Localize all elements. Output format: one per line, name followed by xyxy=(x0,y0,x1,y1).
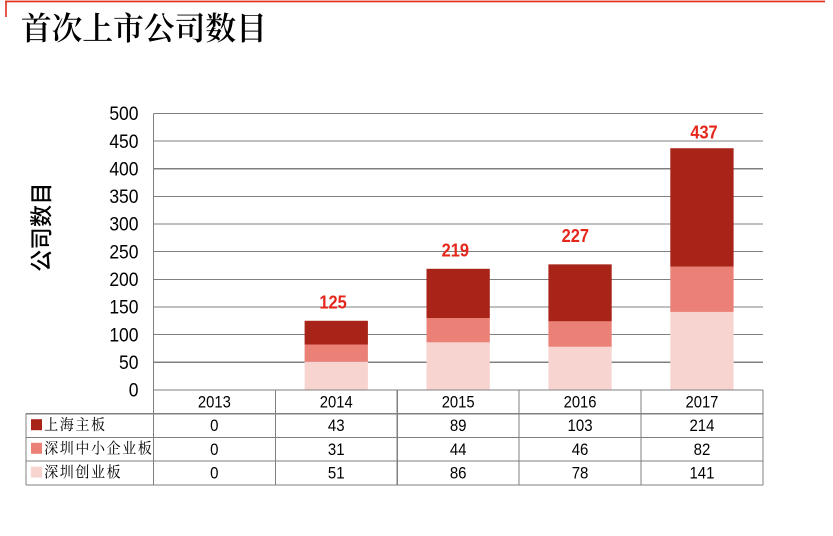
svg-text:100: 100 xyxy=(109,323,138,345)
svg-text:78: 78 xyxy=(572,465,589,483)
svg-text:2014: 2014 xyxy=(320,394,353,412)
svg-text:437: 437 xyxy=(690,122,717,143)
svg-text:43: 43 xyxy=(328,418,345,436)
svg-text:125: 125 xyxy=(319,292,347,313)
svg-text:51: 51 xyxy=(328,465,345,483)
svg-text:500: 500 xyxy=(109,102,138,124)
svg-text:82: 82 xyxy=(694,441,711,459)
svg-text:400: 400 xyxy=(109,158,138,180)
svg-text:219: 219 xyxy=(442,240,469,261)
svg-text:46: 46 xyxy=(572,441,589,459)
svg-text:0: 0 xyxy=(129,379,139,401)
svg-text:50: 50 xyxy=(119,351,138,373)
svg-text:2016: 2016 xyxy=(564,394,597,412)
svg-text:0: 0 xyxy=(210,441,219,459)
svg-text:250: 250 xyxy=(109,240,138,262)
svg-text:350: 350 xyxy=(109,185,138,207)
svg-text:227: 227 xyxy=(562,225,589,246)
svg-text:450: 450 xyxy=(109,130,138,152)
svg-text:2017: 2017 xyxy=(685,394,718,412)
svg-text:0: 0 xyxy=(210,465,219,483)
svg-text:44: 44 xyxy=(450,441,467,459)
svg-text:141: 141 xyxy=(689,465,714,483)
svg-text:2015: 2015 xyxy=(442,394,475,412)
svg-text:214: 214 xyxy=(689,418,714,436)
svg-text:86: 86 xyxy=(450,465,467,483)
svg-text:103: 103 xyxy=(568,418,593,436)
svg-text:31: 31 xyxy=(328,441,345,459)
svg-text:89: 89 xyxy=(450,418,467,436)
svg-text:150: 150 xyxy=(109,296,138,318)
svg-text:200: 200 xyxy=(109,268,138,290)
svg-text:2013: 2013 xyxy=(198,394,231,412)
svg-text:0: 0 xyxy=(210,418,219,436)
svg-text:300: 300 xyxy=(109,213,138,235)
